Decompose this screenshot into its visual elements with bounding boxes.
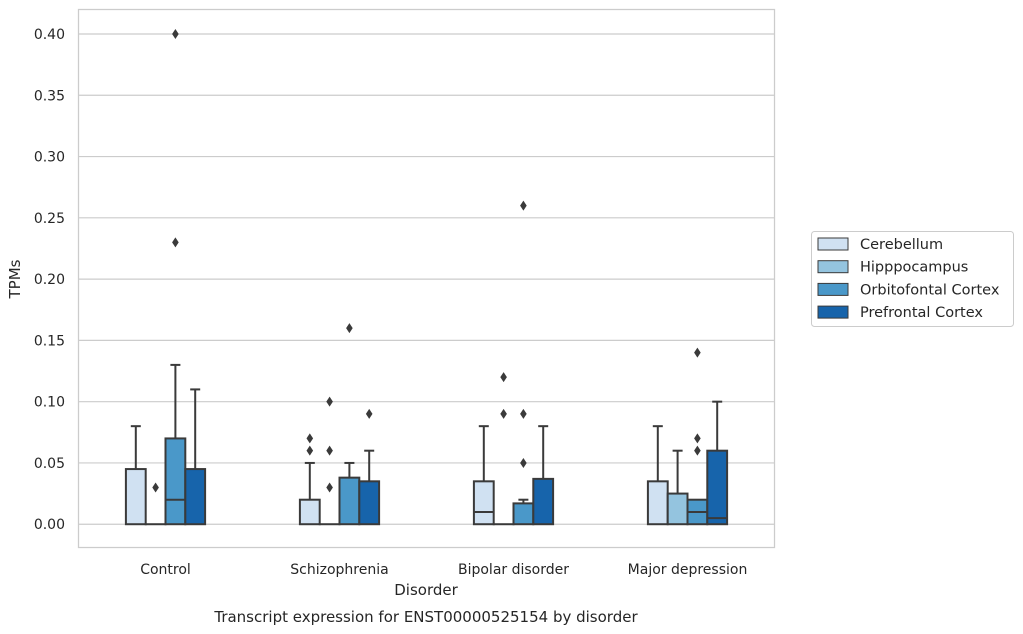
outlier-point bbox=[500, 372, 507, 383]
box-plot bbox=[512, 200, 535, 526]
plot-frame bbox=[77, 8, 776, 549]
box-plot bbox=[472, 425, 495, 526]
legend-frame bbox=[811, 231, 1014, 327]
box-plot bbox=[666, 449, 689, 526]
x-tick-label: Bipolar disorder bbox=[458, 562, 569, 578]
outlier-point bbox=[306, 445, 314, 456]
box-plot bbox=[338, 323, 361, 526]
box-plot bbox=[184, 388, 207, 526]
y-tick-label: 0.35 bbox=[34, 88, 65, 104]
y-tick-label: 0.30 bbox=[34, 150, 65, 166]
outlier-point bbox=[694, 445, 701, 456]
y-axis-title: TPMs bbox=[6, 259, 24, 299]
outlier-point bbox=[172, 237, 179, 248]
y-axis-ticks: 0.00 0.05 0.10 0.15 0.20 0.25 0.30 0.35 0.40 bbox=[34, 27, 65, 533]
y-tick-label: 0.25 bbox=[34, 211, 65, 227]
box-body bbox=[338, 476, 361, 526]
outlier-point bbox=[172, 29, 179, 40]
legend-swatch bbox=[817, 237, 849, 251]
y-tick-label: 0.20 bbox=[34, 272, 65, 288]
outlier-point bbox=[326, 396, 333, 407]
box-body bbox=[164, 437, 187, 526]
y-tick-label: 0.10 bbox=[34, 395, 65, 411]
y-tick-label: 0.05 bbox=[34, 456, 65, 472]
box-plot bbox=[686, 347, 709, 526]
legend-swatch bbox=[817, 282, 849, 296]
legend-label: Prefrontal Cortex bbox=[860, 305, 983, 321]
outlier-point bbox=[694, 347, 701, 358]
box-body bbox=[512, 502, 535, 526]
outlier-point bbox=[152, 482, 159, 493]
y-tick-label: 0.15 bbox=[34, 333, 65, 349]
x-tick-label: Major depression bbox=[628, 562, 748, 578]
box-body bbox=[646, 480, 669, 526]
box-body bbox=[124, 468, 147, 526]
outlier-point bbox=[326, 445, 333, 456]
box-plot bbox=[358, 408, 381, 526]
box-body bbox=[472, 480, 495, 526]
outlier-point bbox=[365, 408, 373, 419]
outlier-point bbox=[306, 433, 314, 444]
outlier-point bbox=[520, 408, 527, 419]
legend-swatch bbox=[817, 260, 849, 274]
outlier-point bbox=[346, 323, 353, 334]
outlier-point bbox=[694, 433, 701, 444]
box-plot bbox=[298, 433, 321, 526]
y-tick-label: 0.40 bbox=[34, 27, 65, 43]
x-axis-ticks: Control Schizophrenia Bipolar disorder Majo… bbox=[140, 562, 747, 578]
box-plot bbox=[646, 425, 669, 526]
box-plot bbox=[124, 425, 147, 526]
legend-label: Cerebellum bbox=[860, 237, 943, 253]
x-tick-label: Control bbox=[140, 562, 191, 578]
box-body bbox=[666, 492, 689, 526]
box-series bbox=[124, 29, 729, 526]
x-axis-title: Disorder bbox=[394, 581, 458, 599]
legend: Cerebellum Hipppocampus Orbitofontal Corte… bbox=[811, 231, 1014, 327]
box-plot bbox=[318, 396, 341, 526]
legend-swatch bbox=[817, 305, 849, 319]
outlier-point bbox=[520, 457, 527, 468]
box-plot bbox=[706, 400, 729, 526]
box-plot bbox=[492, 372, 515, 526]
legend-label: Hipppocampus bbox=[860, 260, 968, 276]
legend-label: Orbitofontal Cortex bbox=[860, 282, 1000, 298]
box-body bbox=[184, 468, 207, 526]
box-plot bbox=[532, 425, 555, 526]
box-plot bbox=[144, 482, 167, 526]
x-tick-label: Schizophrenia bbox=[290, 562, 388, 578]
box-body bbox=[706, 449, 729, 526]
box-body bbox=[298, 498, 321, 526]
y-tick-label: 0.00 bbox=[34, 517, 65, 533]
outlier-point bbox=[520, 200, 527, 211]
chart-title: Transcript expression for ENST0000052515… bbox=[213, 608, 638, 626]
outlier-point bbox=[500, 408, 507, 419]
box-plot bbox=[164, 29, 187, 526]
outlier-point bbox=[326, 482, 333, 493]
box-body bbox=[532, 477, 555, 526]
box-body bbox=[358, 480, 381, 526]
